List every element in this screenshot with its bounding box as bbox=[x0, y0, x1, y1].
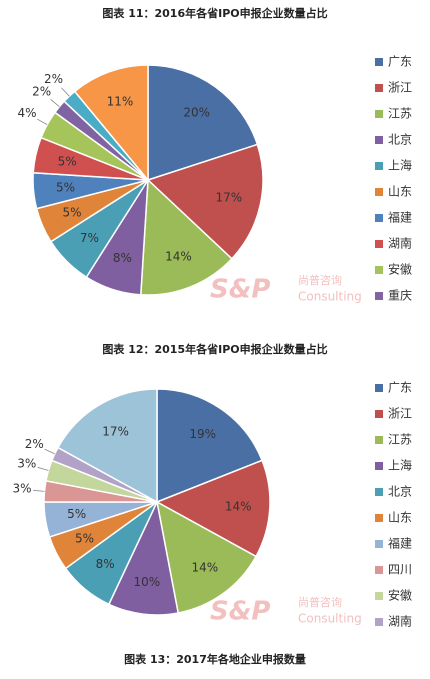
legend-label: 四川 bbox=[388, 563, 412, 577]
legend-swatch bbox=[375, 214, 383, 222]
legend-label: 广东 bbox=[388, 55, 412, 69]
slice-label: 10% bbox=[133, 575, 160, 589]
legend-swatch bbox=[375, 514, 383, 522]
legend-swatch bbox=[375, 618, 383, 626]
slice-label: 8% bbox=[96, 557, 115, 571]
legend-swatch bbox=[375, 240, 383, 248]
slice-label: 3% bbox=[12, 482, 31, 496]
slice-label: 3% bbox=[17, 457, 36, 471]
watermark-logo: S&P bbox=[210, 275, 270, 305]
chart-title: 图表 12：2015年各省IPO申报企业数量占比 bbox=[102, 342, 327, 356]
legend-swatch bbox=[375, 136, 383, 144]
legend-swatch bbox=[375, 162, 383, 170]
slice-label: 20% bbox=[183, 106, 210, 120]
pie-slice bbox=[155, 500, 258, 614]
slice-label: 2% bbox=[25, 437, 44, 451]
legend-swatch bbox=[375, 384, 383, 392]
legend-swatch bbox=[375, 436, 383, 444]
slice-label: 11% bbox=[107, 95, 134, 109]
legend-label: 福建 bbox=[388, 536, 412, 551]
legend-swatch bbox=[375, 566, 383, 574]
legend-label: 山东 bbox=[388, 511, 412, 525]
pie-slice bbox=[107, 499, 180, 616]
slice-label: 14% bbox=[225, 500, 252, 514]
legend-swatch bbox=[375, 84, 383, 92]
legend-label: 湖南 bbox=[388, 236, 412, 251]
leader-line bbox=[33, 489, 45, 492]
legend-label: 安徽 bbox=[388, 262, 412, 277]
pie-slice bbox=[56, 388, 158, 504]
pie-slice bbox=[156, 388, 264, 504]
leader-line bbox=[50, 99, 60, 108]
slice-label: 2% bbox=[44, 72, 63, 86]
slice-label: 5% bbox=[58, 154, 77, 168]
legend-swatch bbox=[375, 266, 383, 274]
chart-title: 图表 11：2016年各省IPO申报企业数量占比 bbox=[102, 6, 327, 20]
legend-label: 湖南 bbox=[388, 614, 412, 629]
legend-label: 福建 bbox=[388, 210, 412, 225]
watermark-logo: S&P bbox=[210, 597, 270, 627]
slice-label: 5% bbox=[75, 531, 94, 545]
slice-label: 19% bbox=[189, 427, 216, 441]
leader-line bbox=[44, 448, 55, 455]
watermark-cn: 尚普咨询 bbox=[298, 273, 342, 287]
pie-slice bbox=[146, 143, 264, 260]
slice-label: 5% bbox=[62, 205, 81, 219]
legend-swatch bbox=[375, 540, 383, 548]
legend-swatch bbox=[375, 592, 383, 600]
legend-swatch bbox=[375, 292, 383, 300]
next-title: 图表 13：2017年各地企业申报数量 bbox=[124, 652, 306, 666]
legend-label: 上海 bbox=[388, 458, 412, 473]
watermark-en: Consulting bbox=[298, 290, 362, 304]
slice-label: 2% bbox=[32, 85, 51, 99]
slice-label: 5% bbox=[67, 507, 86, 521]
legend-label: 江苏 bbox=[388, 107, 412, 121]
legend-label: 北京 bbox=[388, 485, 412, 499]
slice-label: 14% bbox=[191, 560, 218, 574]
legend-swatch bbox=[375, 410, 383, 418]
legend-swatch bbox=[375, 188, 383, 196]
leader-line bbox=[37, 466, 49, 471]
slice-label: 17% bbox=[215, 191, 242, 205]
legend-swatch bbox=[375, 462, 383, 470]
legend-label: 上海 bbox=[388, 158, 412, 173]
legend-swatch bbox=[375, 488, 383, 496]
pie-slice bbox=[139, 178, 233, 296]
watermark-en: Consulting bbox=[298, 612, 362, 626]
slice-label: 17% bbox=[102, 424, 129, 438]
slice-label: 8% bbox=[113, 251, 132, 265]
legend-label: 浙江 bbox=[388, 81, 412, 95]
pie-slice bbox=[147, 64, 259, 182]
legend-label: 江苏 bbox=[388, 433, 412, 447]
slice-label: 7% bbox=[80, 231, 99, 245]
legend-swatch bbox=[375, 110, 383, 118]
slice-label: 5% bbox=[56, 180, 75, 194]
legend-label: 广东 bbox=[388, 381, 412, 395]
legend-label: 安徽 bbox=[388, 588, 412, 603]
legend-label: 重庆 bbox=[388, 289, 412, 303]
legend-swatch bbox=[375, 58, 383, 66]
leader-line bbox=[61, 87, 70, 97]
slice-label: 4% bbox=[18, 106, 37, 120]
slice-label: 14% bbox=[165, 249, 192, 263]
legend-label: 山东 bbox=[388, 185, 412, 199]
pie-slice bbox=[155, 459, 271, 558]
legend-label: 浙江 bbox=[388, 407, 412, 421]
leader-line bbox=[36, 118, 48, 125]
watermark-cn: 尚普咨询 bbox=[298, 595, 342, 609]
pie-slice bbox=[73, 64, 149, 183]
legend-label: 北京 bbox=[388, 133, 412, 147]
